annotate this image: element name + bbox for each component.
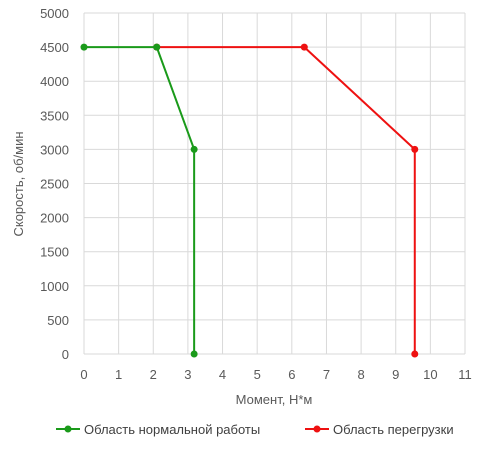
x-tick-label: 4 bbox=[219, 367, 226, 382]
legend: Область нормальной работы Область перегру… bbox=[56, 422, 454, 437]
y-tick-label: 1500 bbox=[40, 245, 69, 260]
x-tick-label: 6 bbox=[288, 367, 295, 382]
x-tick-label: 1 bbox=[115, 367, 122, 382]
x-tick-label: 2 bbox=[150, 367, 157, 382]
x-tick-label: 3 bbox=[184, 367, 191, 382]
y-tick-label: 0 bbox=[62, 347, 69, 362]
y-tick-label: 2500 bbox=[40, 177, 69, 192]
grid bbox=[83, 12, 466, 355]
data-point bbox=[411, 145, 419, 153]
x-tick-label: 10 bbox=[423, 367, 437, 382]
x-tick-label: 5 bbox=[254, 367, 261, 382]
y-tick-label: 4500 bbox=[40, 40, 69, 55]
y-tick-label: 1000 bbox=[40, 279, 69, 294]
y-tick-label: 3000 bbox=[40, 142, 69, 157]
y-axis-ticks: 0 500 1000 1500 2000 2500 3000 3500 4000 4500 5000 bbox=[40, 6, 69, 362]
data-point bbox=[190, 145, 198, 153]
x-tick-label: 7 bbox=[323, 367, 330, 382]
y-tick-label: 3500 bbox=[40, 108, 69, 123]
legend-marker bbox=[64, 425, 72, 433]
series-line bbox=[156, 46, 416, 354]
y-tick-label: 2000 bbox=[40, 211, 69, 226]
y-axis-title: Скорость, об/мин bbox=[11, 131, 26, 236]
series-layer bbox=[80, 43, 419, 358]
x-tick-label: 9 bbox=[392, 367, 399, 382]
x-axis-title: Момент, Н*м bbox=[236, 392, 313, 407]
y-tick-label: 5000 bbox=[40, 6, 69, 21]
y-tick-label: 4000 bbox=[40, 74, 69, 89]
legend-marker bbox=[313, 425, 321, 433]
y-tick-label: 500 bbox=[47, 313, 69, 328]
x-tick-label: 8 bbox=[357, 367, 364, 382]
series-line bbox=[84, 46, 196, 354]
data-point bbox=[300, 43, 308, 51]
data-point bbox=[80, 43, 88, 51]
data-point bbox=[153, 43, 161, 51]
legend-label: Область перегрузки bbox=[333, 422, 454, 437]
data-point bbox=[411, 350, 419, 358]
x-tick-label: 0 bbox=[80, 367, 87, 382]
x-tick-label: 11 bbox=[458, 367, 472, 382]
legend-label: Область нормальной работы bbox=[84, 422, 260, 437]
data-point bbox=[190, 350, 198, 358]
x-axis-ticks: 0 1 2 3 4 5 6 7 8 9 10 11 bbox=[80, 367, 471, 382]
